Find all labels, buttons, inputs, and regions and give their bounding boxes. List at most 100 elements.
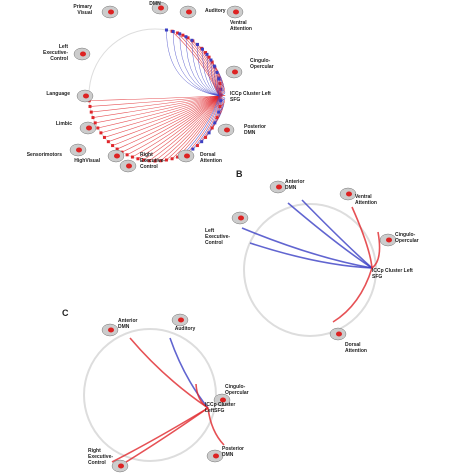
node-dot [217, 77, 221, 81]
node-dot [153, 159, 157, 163]
connection [112, 95, 220, 146]
node-label: Ventral Attention [230, 20, 252, 32]
node-label: ICCp Cluster Left SFG [230, 91, 271, 103]
node-label-line: Sensorimotors [27, 152, 63, 158]
node-dot [219, 99, 223, 103]
connection [108, 95, 220, 142]
node-label-line: DMN [285, 185, 297, 191]
node-label-line: Opercular [225, 390, 249, 396]
node-label-line: Cingulo- [250, 58, 271, 64]
node-label: Right Executive-Control [88, 448, 113, 466]
brain-activation [178, 317, 184, 323]
node-dot [106, 140, 110, 144]
node-label-line: Attention [345, 348, 367, 354]
node-dot [164, 158, 168, 162]
node-label: ICCp Cluster Left SFG [372, 268, 413, 280]
node-label-line: Posterior [222, 446, 244, 452]
node-label-line: DMN [149, 1, 161, 7]
node-label-line: Left [205, 228, 215, 234]
node-label-line: Ventral [230, 20, 247, 26]
node-dot [191, 147, 195, 151]
ring [83, 328, 217, 462]
node-label-line: Right [140, 152, 153, 158]
brain-activation [83, 93, 89, 99]
brain-activation [80, 51, 86, 57]
node-label-line: Attention [200, 158, 222, 164]
connection [166, 30, 220, 97]
connection [172, 31, 220, 97]
node-label: Auditory [175, 326, 196, 332]
node-label-line: Attention [355, 200, 377, 206]
node-dot [91, 116, 95, 120]
node-label-line: Executive- [140, 158, 165, 164]
node-dot [217, 110, 221, 114]
node-label: Limbic [56, 121, 72, 127]
node-label-line: Opercular [250, 64, 274, 70]
node-dot [215, 116, 219, 120]
node-label-line: Control [140, 164, 158, 170]
node-label-line: Control [50, 56, 68, 62]
node-dot [88, 104, 92, 108]
brain-activation [76, 147, 82, 153]
connection [206, 54, 220, 97]
node-label-line: Ventral [355, 194, 372, 200]
connection [89, 95, 220, 107]
connection [171, 31, 220, 97]
connection [197, 44, 220, 97]
node-dot [171, 30, 175, 34]
brain-activation [224, 127, 230, 133]
connection [121, 95, 220, 153]
node-label-line: Language [46, 91, 70, 97]
connection [371, 231, 381, 269]
brain-activation [184, 153, 190, 159]
brain-activation [126, 163, 132, 169]
node-label: Posterior DMN [244, 124, 266, 136]
node-dot [130, 155, 134, 159]
node-dot [93, 121, 97, 125]
node-label-line: Executive- [205, 234, 230, 240]
connection [208, 95, 221, 134]
node-label-line: DMN [118, 324, 130, 330]
connection [117, 95, 220, 150]
node-dot [207, 131, 211, 135]
node-label: Right Executive-Control [140, 152, 165, 170]
brain-activation [86, 125, 92, 131]
node-label: Posterior DMN [222, 446, 244, 458]
connection [210, 60, 220, 97]
connection [177, 32, 220, 97]
connection [332, 267, 373, 323]
node-dot [115, 147, 119, 151]
node-dot [164, 28, 168, 32]
node-label-line: Executive- [43, 50, 68, 56]
connection [301, 199, 373, 269]
connection [179, 33, 220, 97]
connection [97, 95, 220, 129]
node-dot [205, 52, 209, 56]
node-label-line: ICCp Cluster Left [372, 268, 413, 274]
brain-activation [346, 191, 352, 197]
node-label: Primary Visual [73, 4, 92, 16]
node-label-line: Limbic [56, 121, 72, 127]
connection [241, 227, 373, 269]
node-label-line: HighVisual [74, 158, 100, 164]
connection [160, 95, 220, 161]
node-label-line: Right [88, 448, 101, 454]
node-dot [184, 35, 188, 39]
node-label-line: Opercular [395, 238, 419, 244]
node-dot [215, 70, 219, 74]
node-dot [178, 32, 182, 36]
node-dot [89, 110, 93, 114]
connection [91, 95, 220, 113]
node-dot [176, 31, 180, 35]
node-dot [99, 131, 103, 135]
brain-activation [213, 453, 219, 459]
brain-activation [336, 331, 342, 337]
node-label-line: Control [88, 460, 106, 466]
brain-activation [108, 327, 114, 333]
node-label-line: Left [59, 44, 69, 50]
node-label: Left Executive-Control [205, 228, 230, 246]
node-dot [186, 36, 190, 40]
node-label: Anterior DMN [285, 179, 305, 191]
brain-activation [238, 215, 244, 221]
node-label-line: Dorsal [200, 152, 216, 158]
